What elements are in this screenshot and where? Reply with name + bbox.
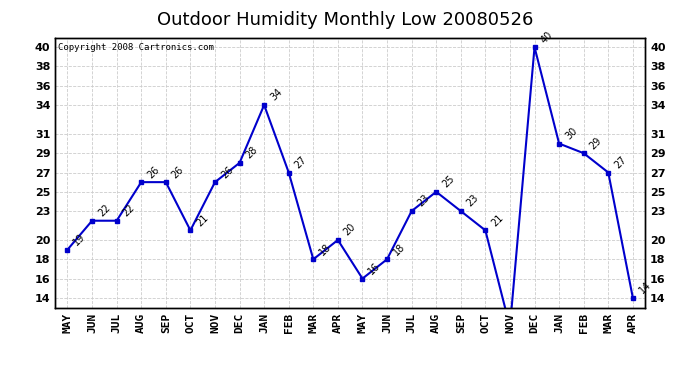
Text: 19: 19 (72, 232, 88, 248)
Text: 23: 23 (465, 193, 481, 209)
Text: 23: 23 (416, 193, 432, 209)
Text: Outdoor Humidity Monthly Low 20080526: Outdoor Humidity Monthly Low 20080526 (157, 11, 533, 29)
Text: 40: 40 (539, 29, 555, 45)
Text: 21: 21 (195, 212, 210, 228)
Text: 28: 28 (244, 145, 259, 161)
Text: 14: 14 (637, 280, 653, 296)
Text: 26: 26 (170, 164, 186, 180)
Text: 20: 20 (342, 222, 358, 238)
Text: 16: 16 (366, 261, 382, 276)
Text: 21: 21 (489, 212, 505, 228)
Text: 27: 27 (613, 154, 629, 170)
Text: 26: 26 (219, 164, 235, 180)
Text: 22: 22 (121, 202, 137, 219)
Text: Copyright 2008 Cartronics.com: Copyright 2008 Cartronics.com (58, 43, 214, 52)
Text: 11: 11 (0, 374, 1, 375)
Text: 22: 22 (96, 202, 112, 219)
Text: 18: 18 (391, 242, 407, 257)
Text: 30: 30 (563, 126, 579, 141)
Text: 26: 26 (146, 164, 161, 180)
Text: 29: 29 (588, 135, 604, 151)
Text: 34: 34 (268, 87, 284, 103)
Text: 25: 25 (440, 174, 456, 190)
Text: 18: 18 (317, 242, 333, 257)
Text: 27: 27 (293, 154, 309, 170)
